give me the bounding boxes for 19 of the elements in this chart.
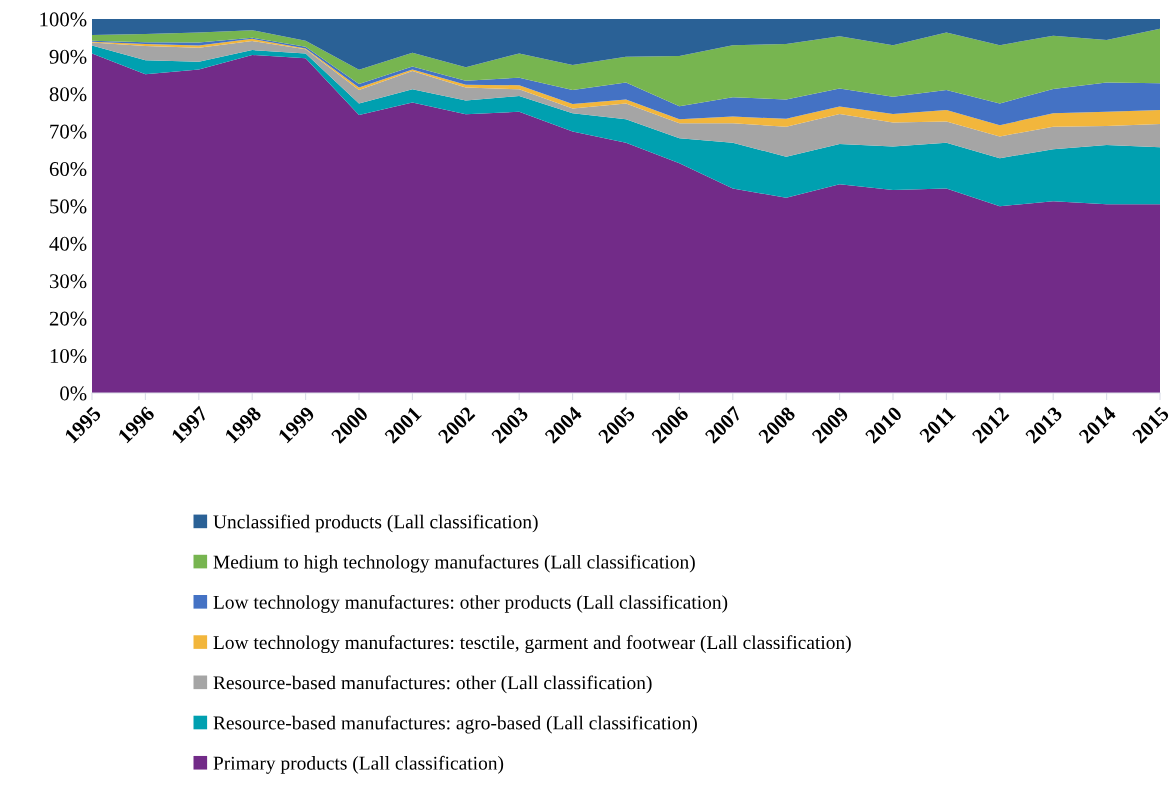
legend-label: Resource-based manufactures: agro-based (Lall classification)	[213, 715, 697, 734]
y-tick-label: 10%	[50, 348, 87, 364]
y-tick-label: 0%	[60, 386, 87, 401]
legend-label: Medium to high technology manufactures (Lall classification)	[213, 554, 695, 573]
y-tick-label: 30%	[49, 274, 87, 289]
y-tick-label: 80%	[49, 87, 87, 102]
y-tick-label: 70%	[50, 124, 87, 139]
y-tick-label: 100%	[40, 12, 87, 27]
legend-label: Resource-based manufactures: other (Lall classification)	[213, 675, 652, 694]
legend-label: Primary products (Lall classification)	[213, 755, 504, 774]
y-tick-label: 40%	[49, 236, 87, 251]
legend-label: Unclassified products (Lall classification)	[213, 514, 538, 533]
x-tick-label: 2011	[918, 405, 957, 444]
legend-label: Low technology manufactures: tesctile, garment and footwear (Lall classification)	[213, 635, 851, 654]
y-tick-label: 90%	[49, 49, 87, 64]
y-tick-label: 60%	[49, 161, 87, 177]
y-tick-label: 50%	[50, 199, 87, 214]
legend-label: Low technology manufactures: other products (Lall classification)	[213, 594, 728, 613]
y-tick-label: 20%	[49, 311, 87, 326]
